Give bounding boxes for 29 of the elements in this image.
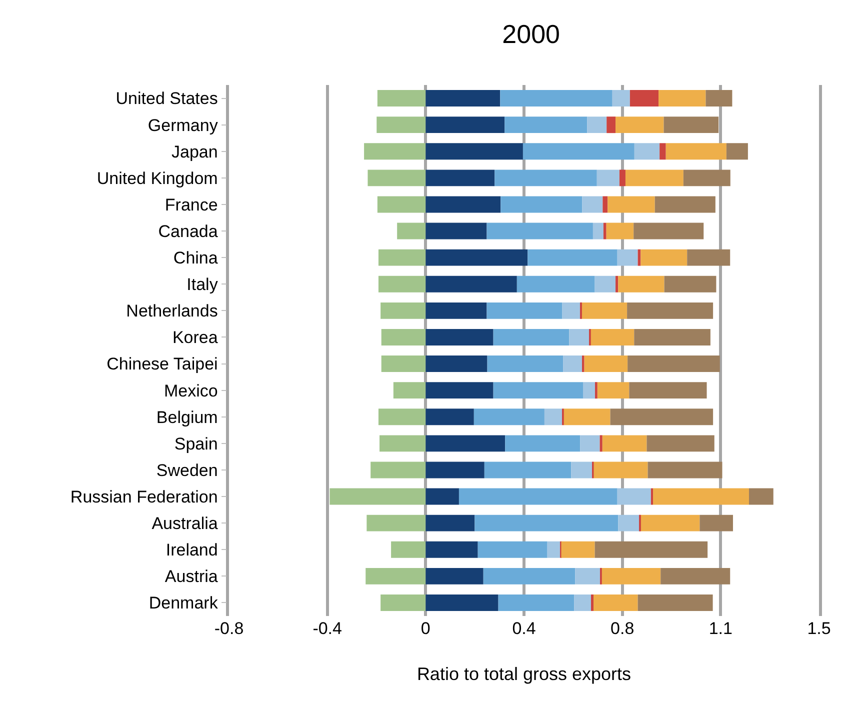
y-tick-label: Austria <box>164 567 218 586</box>
y-tick-label: Japan <box>172 142 218 162</box>
y-tick-label: France <box>164 195 218 214</box>
x-tick-label: -0.4 <box>312 619 342 638</box>
y-tick-label: United Kingdom <box>96 168 218 188</box>
y-tick-label: Italy <box>186 275 218 294</box>
y-tick-label: Chinese Taipei <box>106 354 218 374</box>
y-tick-label: Ireland <box>166 540 218 560</box>
x-tick-label: 0.4 <box>512 619 536 638</box>
x-tick-label: 0.8 <box>610 619 634 638</box>
x-tick-label: 1.1 <box>708 619 732 638</box>
y-tick-label: Russian Federation <box>70 487 218 506</box>
x-tick-label: 0 <box>420 619 430 638</box>
y-tick-label: Netherlands <box>126 302 218 321</box>
y-tick-label: Spain <box>174 434 218 454</box>
y-tick-label: Belgium <box>156 408 218 427</box>
x-tick-label: -0.8 <box>214 619 244 638</box>
x-tick-label: 1.5 <box>807 619 831 638</box>
y-tick-label: Sweden <box>156 460 218 480</box>
y-tick-label: Australia <box>152 514 218 534</box>
x-axis-title: Ratio to total gross exports <box>416 664 632 684</box>
y-tick-label: Mexico <box>164 381 218 400</box>
chart-title: 2000 <box>502 19 560 50</box>
y-tick-label: United States <box>116 89 218 108</box>
y-tick-label: Denmark <box>148 594 218 613</box>
y-tick-label: China <box>173 248 218 268</box>
y-tick-label: Canada <box>158 222 218 241</box>
y-tick-label: Germany <box>148 116 218 135</box>
y-tick-label: Korea <box>172 328 218 348</box>
